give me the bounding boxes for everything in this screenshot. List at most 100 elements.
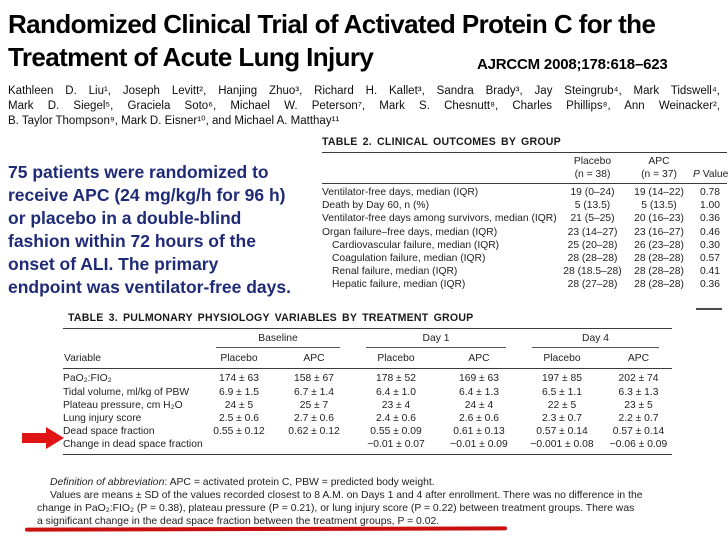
table-row: Lung injury score 2.5 ± 0.6 2.7 ± 0.6 2.… (63, 412, 672, 425)
footnote-definition: Definition of abbreviation: APC = activa… (37, 476, 727, 489)
cell-value: 2.2 ± 0.7 (618, 413, 659, 425)
page-title: Randomized Clinical Trial of Activated P… (8, 8, 724, 74)
table3: Variable Baseline Day 1 Day 4 Placebo AP… (63, 327, 672, 455)
cell-value: 178 ± 52 (375, 373, 416, 385)
table3-group-day1: Day 1 (353, 328, 519, 350)
table-row: Change in dead space fraction −0.01 ± 0.… (63, 438, 672, 455)
subheader-placebo: Placebo (203, 349, 275, 370)
table-row: Organ failure–free days, median (IQR) 23… (322, 226, 727, 239)
title-line-1: Randomized Clinical Trial of Activated P… (8, 9, 656, 39)
row-label: Organ failure–free days, median (IQR) (322, 226, 498, 238)
row-label: PaO₂:FIO₂ (63, 373, 112, 385)
table-row: Death by Day 60, n (%) 5 (13.5) 5 (13.5)… (322, 199, 727, 212)
cell-value: 197 ± 85 (541, 373, 582, 385)
summary-line: or placebo in a double-blind (8, 208, 242, 228)
cell-value: −0.01 ± 0.07 (353, 438, 439, 455)
table2-header-empty (322, 152, 560, 184)
cell-value: 0.61 ± 0.13 (453, 426, 505, 438)
cell-value: 169 ± 63 (458, 373, 499, 385)
table-row: Tidal volume, ml/kg of PBW 6.9 ± 1.5 6.7… (63, 386, 672, 399)
cell-value: 24 ± 4 (464, 399, 494, 411)
row-label: Coagulation failure, median (IQR) (332, 253, 486, 265)
table3-header-variable: Variable (63, 327, 203, 370)
footnote-line: Values are means ± SD of the values reco… (50, 490, 643, 501)
cell-value: 2.7 ± 0.6 (293, 413, 334, 425)
cell-value: 24 ± 5 (224, 399, 254, 411)
summary-line: onset of ALI. The primary (8, 254, 219, 274)
table3-subheader-row: Placebo APC Placebo APC Placebo APC (63, 349, 672, 370)
cell-value: 2.6 ± 0.6 (458, 413, 499, 425)
definition-lead: Definition of abbreviation (50, 477, 165, 488)
table2-header-apc: APC (n = 37) (625, 152, 693, 184)
author-line: B. Taylor Thompson⁹, Mark D. Eisner¹⁰, a… (8, 115, 340, 127)
table-row-dead-space-fraction: Dead space fraction 0.55 ± 0.12 0.62 ± 0… (63, 425, 672, 438)
cell-value: −0.001 ± 0.08 (519, 438, 605, 455)
cell-value: 0.57 ± 0.14 (536, 426, 588, 438)
p-symbol: P (693, 168, 700, 180)
table-row: Hepatic failure, median (IQR) 28 (27–28)… (322, 278, 727, 291)
cell-value: 0.78 (699, 187, 721, 198)
title-line-2: Treatment of Acute Lung Injury (8, 42, 374, 72)
table3-group-header-row: Variable Baseline Day 1 Day 4 (63, 327, 672, 370)
cell-value: 0.30 (699, 239, 721, 251)
cell-value: 19 (0–24) (570, 187, 615, 198)
table-row: PaO₂:FIO₂ 174 ± 63 158 ± 67 178 ± 52 169… (63, 369, 672, 386)
cell-value: 158 ± 67 (293, 373, 334, 385)
cell-value: 20 (16–23) (634, 213, 684, 225)
table2-clinical-outcomes: TABLE 2. CLINICAL OUTCOMES BY GROUP Plac… (322, 136, 728, 292)
author-line: Mark D. Siegel⁵, Graciela Soto⁶, Michael… (8, 100, 720, 112)
table-row: Cardiovascular failure, median (IQR) 25 … (322, 239, 727, 252)
row-label: Renal failure, median (IQR) (332, 266, 458, 278)
table-row: Ventilator-free days among survivors, me… (322, 212, 727, 225)
subheader-apc: APC (275, 349, 353, 370)
cell-value: 21 (5–25) (570, 213, 615, 225)
group-label: Day 4 (532, 332, 659, 349)
table3-group-day4: Day 4 (519, 328, 672, 350)
value-label: Value (699, 168, 728, 180)
cell-value: 0.36 (699, 213, 721, 225)
subheader-apc: APC (439, 349, 519, 370)
cell-value: 174 ± 63 (218, 373, 259, 385)
author-line: Kathleen D. Liu¹, Joseph Levitt², Hanjin… (8, 85, 720, 97)
red-arrow-icon (22, 427, 64, 449)
cell-value: 28 (27–28) (567, 279, 618, 291)
cell-value: 5 (13.5) (574, 200, 611, 212)
subheader-placebo: Placebo (353, 349, 439, 370)
cell-value: 2.3 ± 0.7 (541, 413, 582, 425)
row-label: Dead space fraction (63, 426, 155, 438)
cell-value: 5 (13.5) (641, 200, 677, 212)
red-underline-annotation (24, 526, 508, 532)
table2-header-row: Placebo (n = 38) APC (n = 37) P Value (322, 152, 728, 184)
cell-value: 0.55 ± 0.12 (213, 426, 265, 438)
cell-value: 6.4 ± 1.0 (375, 386, 416, 398)
cell-value: −0.06 ± 0.09 (605, 438, 672, 455)
table3-group-baseline: Baseline (203, 328, 353, 350)
summary-line: receive APC (24 mg/kg/h for 96 h) (8, 185, 286, 205)
row-label: Death by Day 60, n (%) (322, 200, 430, 212)
summary-line: 75 patients were randomized to (8, 162, 269, 182)
table-row: Coagulation failure, median (IQR) 28 (28… (322, 252, 727, 265)
row-label: Hepatic failure, median (IQR) (332, 279, 466, 291)
cell-value: 26 (23–28) (634, 239, 684, 251)
cell-value: 0.55 ± 0.09 (370, 426, 422, 438)
cell-value: 28 (28–28) (567, 253, 618, 265)
table-row: Renal failure, median (IQR) 28 (18.5–28)… (322, 265, 727, 278)
row-label: Tidal volume, ml/kg of PBW (63, 386, 190, 398)
group-label: Day 1 (366, 332, 506, 349)
table3-footnote: Definition of abbreviation: APC = activa… (37, 476, 727, 528)
journal-citation: AJRCCM 2008;178:618–623 (477, 56, 668, 73)
row-label: Change in dead space fraction (63, 438, 203, 455)
study-summary: 75 patients were randomized to receive A… (8, 161, 332, 299)
table2-partial-bottom-rule (696, 308, 722, 310)
cell-value: 23 ± 4 (381, 399, 411, 411)
footnote-line: change in PaO₂:FIO₂ (P = 0.38), plateau … (37, 503, 635, 514)
cell-value: 6.5 ± 1.1 (541, 386, 582, 398)
table3-pulmonary-variables: TABLE 3. PULMONARY PHYSIOLOGY VARIABLES … (63, 312, 672, 455)
cell-value: 6.9 ± 1.5 (218, 386, 259, 398)
cell-value: 22 ± 5 (547, 399, 577, 411)
cell-value: 25 (20–28) (567, 239, 618, 251)
cell-value: 23 ± 5 (624, 399, 653, 411)
table2-header-placebo: Placebo (n = 38) (560, 152, 625, 184)
row-label: Ventilator-free days among survivors, me… (322, 213, 557, 225)
cell-value: 0.36 (699, 279, 721, 291)
